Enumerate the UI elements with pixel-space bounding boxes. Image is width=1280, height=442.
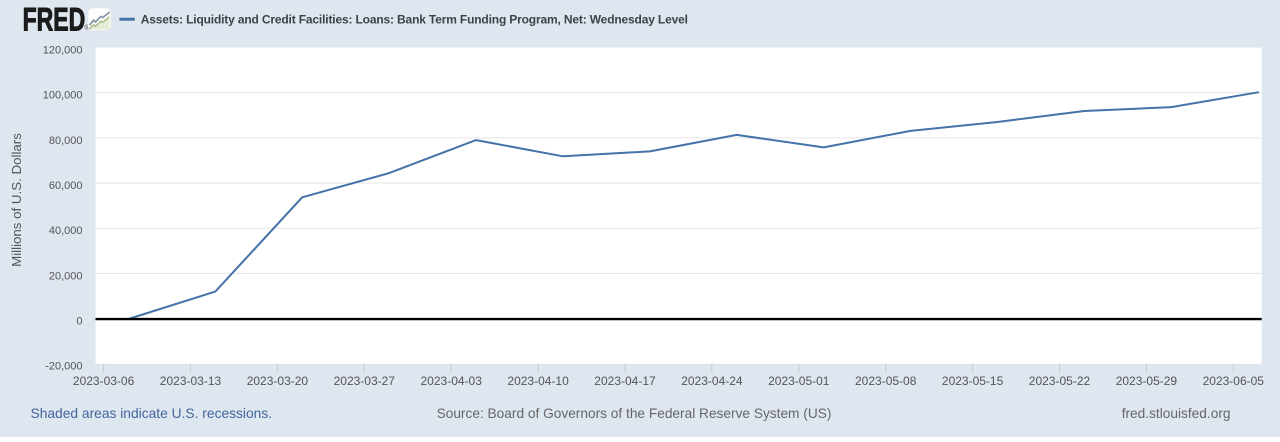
svg-text:80,000: 80,000 [49, 135, 83, 147]
svg-text:2023-03-13: 2023-03-13 [160, 374, 222, 388]
svg-text:FRED: FRED [23, 2, 86, 38]
svg-text:2023-04-03: 2023-04-03 [421, 374, 483, 388]
svg-text:2023-04-24: 2023-04-24 [681, 374, 743, 388]
svg-text:2023-05-22: 2023-05-22 [1029, 374, 1091, 388]
svg-text:-20,000: -20,000 [45, 361, 82, 373]
svg-text:2023-05-08: 2023-05-08 [855, 374, 917, 388]
svg-text:fred.stlouisfed.org: fred.stlouisfed.org [1122, 406, 1231, 421]
svg-text:®: ® [85, 25, 90, 32]
svg-text:Source: Board of Governors of: Source: Board of Governors of the Federa… [437, 406, 832, 421]
svg-text:60,000: 60,000 [49, 180, 83, 192]
svg-text:2023-03-27: 2023-03-27 [334, 374, 396, 388]
svg-text:Assets: Liquidity and Credit F: Assets: Liquidity and Credit Facilities:… [141, 13, 688, 27]
svg-text:120,000: 120,000 [43, 44, 83, 56]
svg-text:2023-03-06: 2023-03-06 [73, 374, 135, 388]
svg-text:2023-05-15: 2023-05-15 [942, 374, 1004, 388]
svg-text:0: 0 [76, 316, 82, 328]
svg-text:2023-06-05: 2023-06-05 [1203, 374, 1265, 388]
svg-text:Shaded areas indicate U.S. rec: Shaded areas indicate U.S. recessions. [31, 406, 273, 421]
svg-text:2023-04-17: 2023-04-17 [594, 374, 656, 388]
svg-text:20,000: 20,000 [49, 270, 83, 282]
svg-text:2023-03-20: 2023-03-20 [247, 374, 309, 388]
svg-text:40,000: 40,000 [49, 225, 83, 237]
svg-text:2023-04-10: 2023-04-10 [507, 374, 569, 388]
svg-text:2023-05-29: 2023-05-29 [1116, 374, 1178, 388]
svg-text:2023-05-01: 2023-05-01 [768, 374, 830, 388]
svg-text:100,000: 100,000 [43, 90, 83, 102]
svg-text:Millions of U.S. Dollars: Millions of U.S. Dollars [9, 133, 24, 267]
